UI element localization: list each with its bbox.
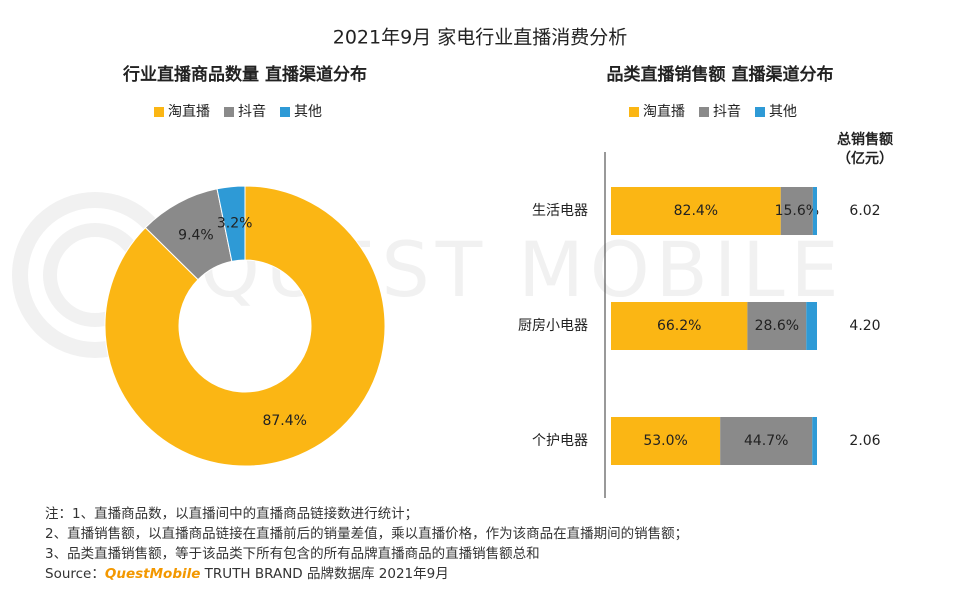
chart-title: 品类直播销售额 直播渠道分布: [607, 64, 834, 85]
bar-label: 28.6%: [755, 318, 799, 334]
bar-segment: [812, 417, 817, 465]
legend-label: 淘直播: [168, 103, 210, 120]
slice-label: 87.4%: [262, 413, 306, 429]
legend-label: 抖音: [238, 103, 266, 120]
slice-label: 3.2%: [217, 216, 253, 232]
legend-label: 淘直播: [643, 103, 685, 120]
bar-segment: [812, 187, 817, 235]
slice-label: 9.4%: [178, 227, 214, 243]
totals-title: （亿元）: [837, 150, 893, 167]
legend-swatch: [154, 107, 164, 117]
source: Source：QuestMobile TRUTH BRAND 品牌数据库 202…: [45, 565, 449, 582]
bar-segment: [720, 417, 813, 465]
legend-swatch: [224, 107, 234, 117]
chart-title: 行业直播商品数量 直播渠道分布: [122, 64, 367, 85]
total-label: 2.06: [849, 433, 880, 449]
bar-label: 44.7%: [744, 433, 788, 449]
bar-label: 15.6%: [775, 203, 819, 219]
source-brand: QuestMobile: [105, 566, 201, 582]
bar-segment: [780, 187, 813, 235]
bar-segment: [611, 417, 721, 465]
bar-label: 82.4%: [674, 203, 718, 219]
bar-segment: [611, 302, 748, 350]
total-label: 6.02: [849, 203, 880, 219]
pie-slice: [216, 185, 246, 262]
total-label: 4.20: [849, 318, 880, 334]
note: 注：1、直播商品数，以直播间中的直播商品链接数进行统计；: [45, 505, 418, 522]
source-label: Source：: [45, 566, 105, 582]
bar-segment: [747, 302, 807, 350]
bar-label: 53.0%: [643, 433, 687, 449]
legend-swatch: [629, 107, 639, 117]
note: 3、品类直播销售额，等于该品类下所有包含的所有品牌直播商品的直播销售额总和: [45, 545, 540, 562]
bar-segment: [611, 187, 781, 235]
y-tick-label: 个护电器: [532, 433, 588, 449]
y-tick-label: 厨房小电器: [518, 318, 588, 334]
bar-segment: [806, 302, 817, 350]
legend-swatch: [699, 107, 709, 117]
page-title: 2021年9月 家电行业直播消费分析: [333, 27, 627, 49]
bar-label: 66.2%: [657, 318, 701, 334]
legend-swatch: [755, 107, 765, 117]
pie-slice: [104, 185, 386, 467]
legend-label: 其他: [769, 104, 797, 120]
legend-label: 抖音: [713, 103, 741, 120]
legend-label: 其他: [294, 104, 322, 120]
legend-swatch: [280, 107, 290, 117]
source-text: TRUTH BRAND 品牌数据库 2021年9月: [200, 565, 448, 582]
note: 2、直播销售额，以直播商品链接在直播前后的销量差值，乘以直播价格，作为该商品在直…: [45, 525, 688, 542]
y-tick-label: 生活电器: [532, 203, 588, 219]
totals-title: 总销售额: [837, 131, 893, 148]
